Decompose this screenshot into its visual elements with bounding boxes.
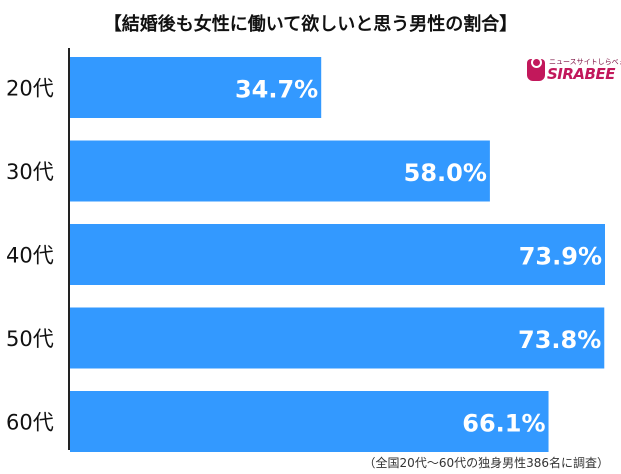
- bar-2: [70, 224, 605, 285]
- category-label-3: 50代: [6, 327, 54, 351]
- sirabee-logo: ニュースサイトしらべぇ SIRABEE: [527, 57, 621, 83]
- logo-wordmark: SIRABEE: [547, 65, 615, 83]
- logo-mark-icon: [527, 57, 545, 81]
- value-label-0: 34.7%: [235, 76, 318, 104]
- value-label-4: 66.1%: [462, 410, 545, 438]
- bar-0: [70, 57, 322, 118]
- category-label-1: 30代: [6, 160, 54, 184]
- chart-title: 【結婚後も女性に働いて欲しいと思う男性の割合】: [103, 14, 518, 35]
- value-label-2: 73.9%: [519, 243, 602, 271]
- category-label-0: 20代: [6, 77, 54, 101]
- bar-4: [70, 391, 549, 452]
- bar-1: [70, 140, 490, 202]
- value-label-1: 58.0%: [404, 159, 487, 187]
- category-label-4: 60代: [6, 411, 54, 435]
- value-label-3: 73.8%: [518, 326, 601, 354]
- category-label-2: 40代: [6, 244, 54, 268]
- bar-3: [70, 307, 605, 369]
- logo-tagline: ニュースサイトしらべぇ: [549, 58, 621, 66]
- survey-footnote: （全国20代～60代の独身男性386名に調査）: [363, 456, 609, 470]
